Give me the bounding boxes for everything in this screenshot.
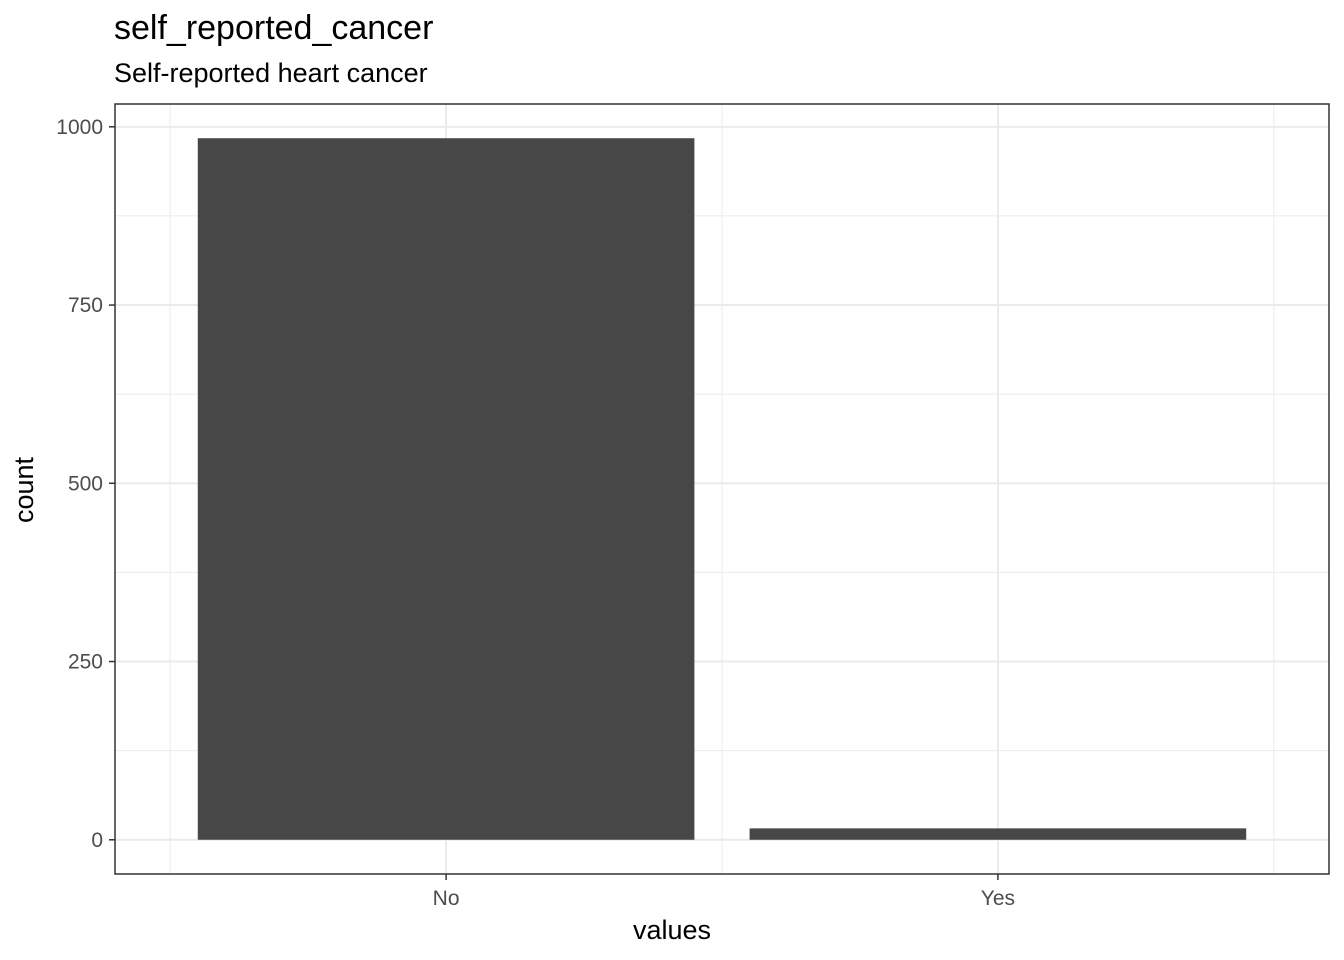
bar-no [197,138,695,840]
y-tick-label: 500 [68,472,103,495]
panel-border [114,103,1330,875]
y-tick-label: 1000 [56,116,103,139]
chart-subtitle: Self-reported heart cancer [114,58,428,88]
y-tick-label: 0 [91,829,103,852]
x-axis-label: values [632,915,712,945]
chart-title: self_reported_cancer [114,9,434,47]
x-tick-label: Yes [981,887,1015,910]
y-tick-label: 250 [68,651,103,674]
bar-yes [749,828,1247,840]
y-tick-label: 750 [68,294,103,317]
x-tick-label: No [433,887,460,910]
